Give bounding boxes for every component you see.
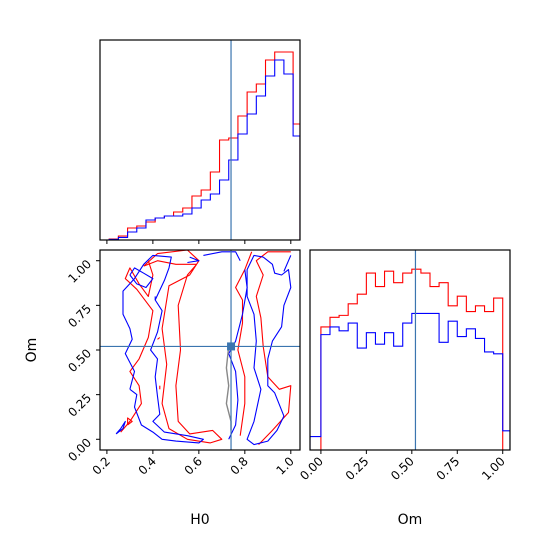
om-histogram-red [310, 268, 510, 450]
joint-contour-blue [187, 256, 200, 264]
joint-contour-blue [246, 254, 292, 446]
h0-histogram-frame [99, 39, 301, 241]
joint-contour-blue [122, 254, 204, 444]
joint-contour-red [235, 251, 253, 436]
joint-contour-series [100, 250, 300, 450]
h0-histogram-series [100, 51, 300, 240]
om-histogram-panel: 0.00 0.25 0.50 0.75 1.00 Om [297, 249, 511, 528]
om-histogram-series [310, 268, 510, 450]
joint-contour-red [120, 260, 154, 433]
joint-contour-blue [228, 269, 248, 440]
om-histogram-xlabel: Om [398, 512, 423, 528]
om-axis-label: Om [24, 338, 40, 363]
joint-contour-blue [203, 251, 241, 261]
h0-histogram-panel [99, 39, 301, 244]
joint-truth-marker [227, 342, 236, 351]
h0-histogram-ticks [106, 240, 292, 244]
joint-contour-red [157, 337, 161, 340]
om-histogram-ticks: 0.00 0.25 0.50 0.75 1.00 [297, 450, 508, 483]
joint-contour-blue [115, 420, 126, 435]
h0-histogram-blue [100, 59, 300, 240]
joint-contour-red [143, 250, 223, 444]
joint-contour-blue [283, 255, 292, 272]
joint-contour-blue [129, 267, 154, 289]
joint-contour-red [127, 417, 133, 426]
h0-axis-label: H0 [190, 512, 209, 528]
om-histogram-blue [310, 312, 510, 450]
om-histogram-frame [309, 249, 511, 451]
